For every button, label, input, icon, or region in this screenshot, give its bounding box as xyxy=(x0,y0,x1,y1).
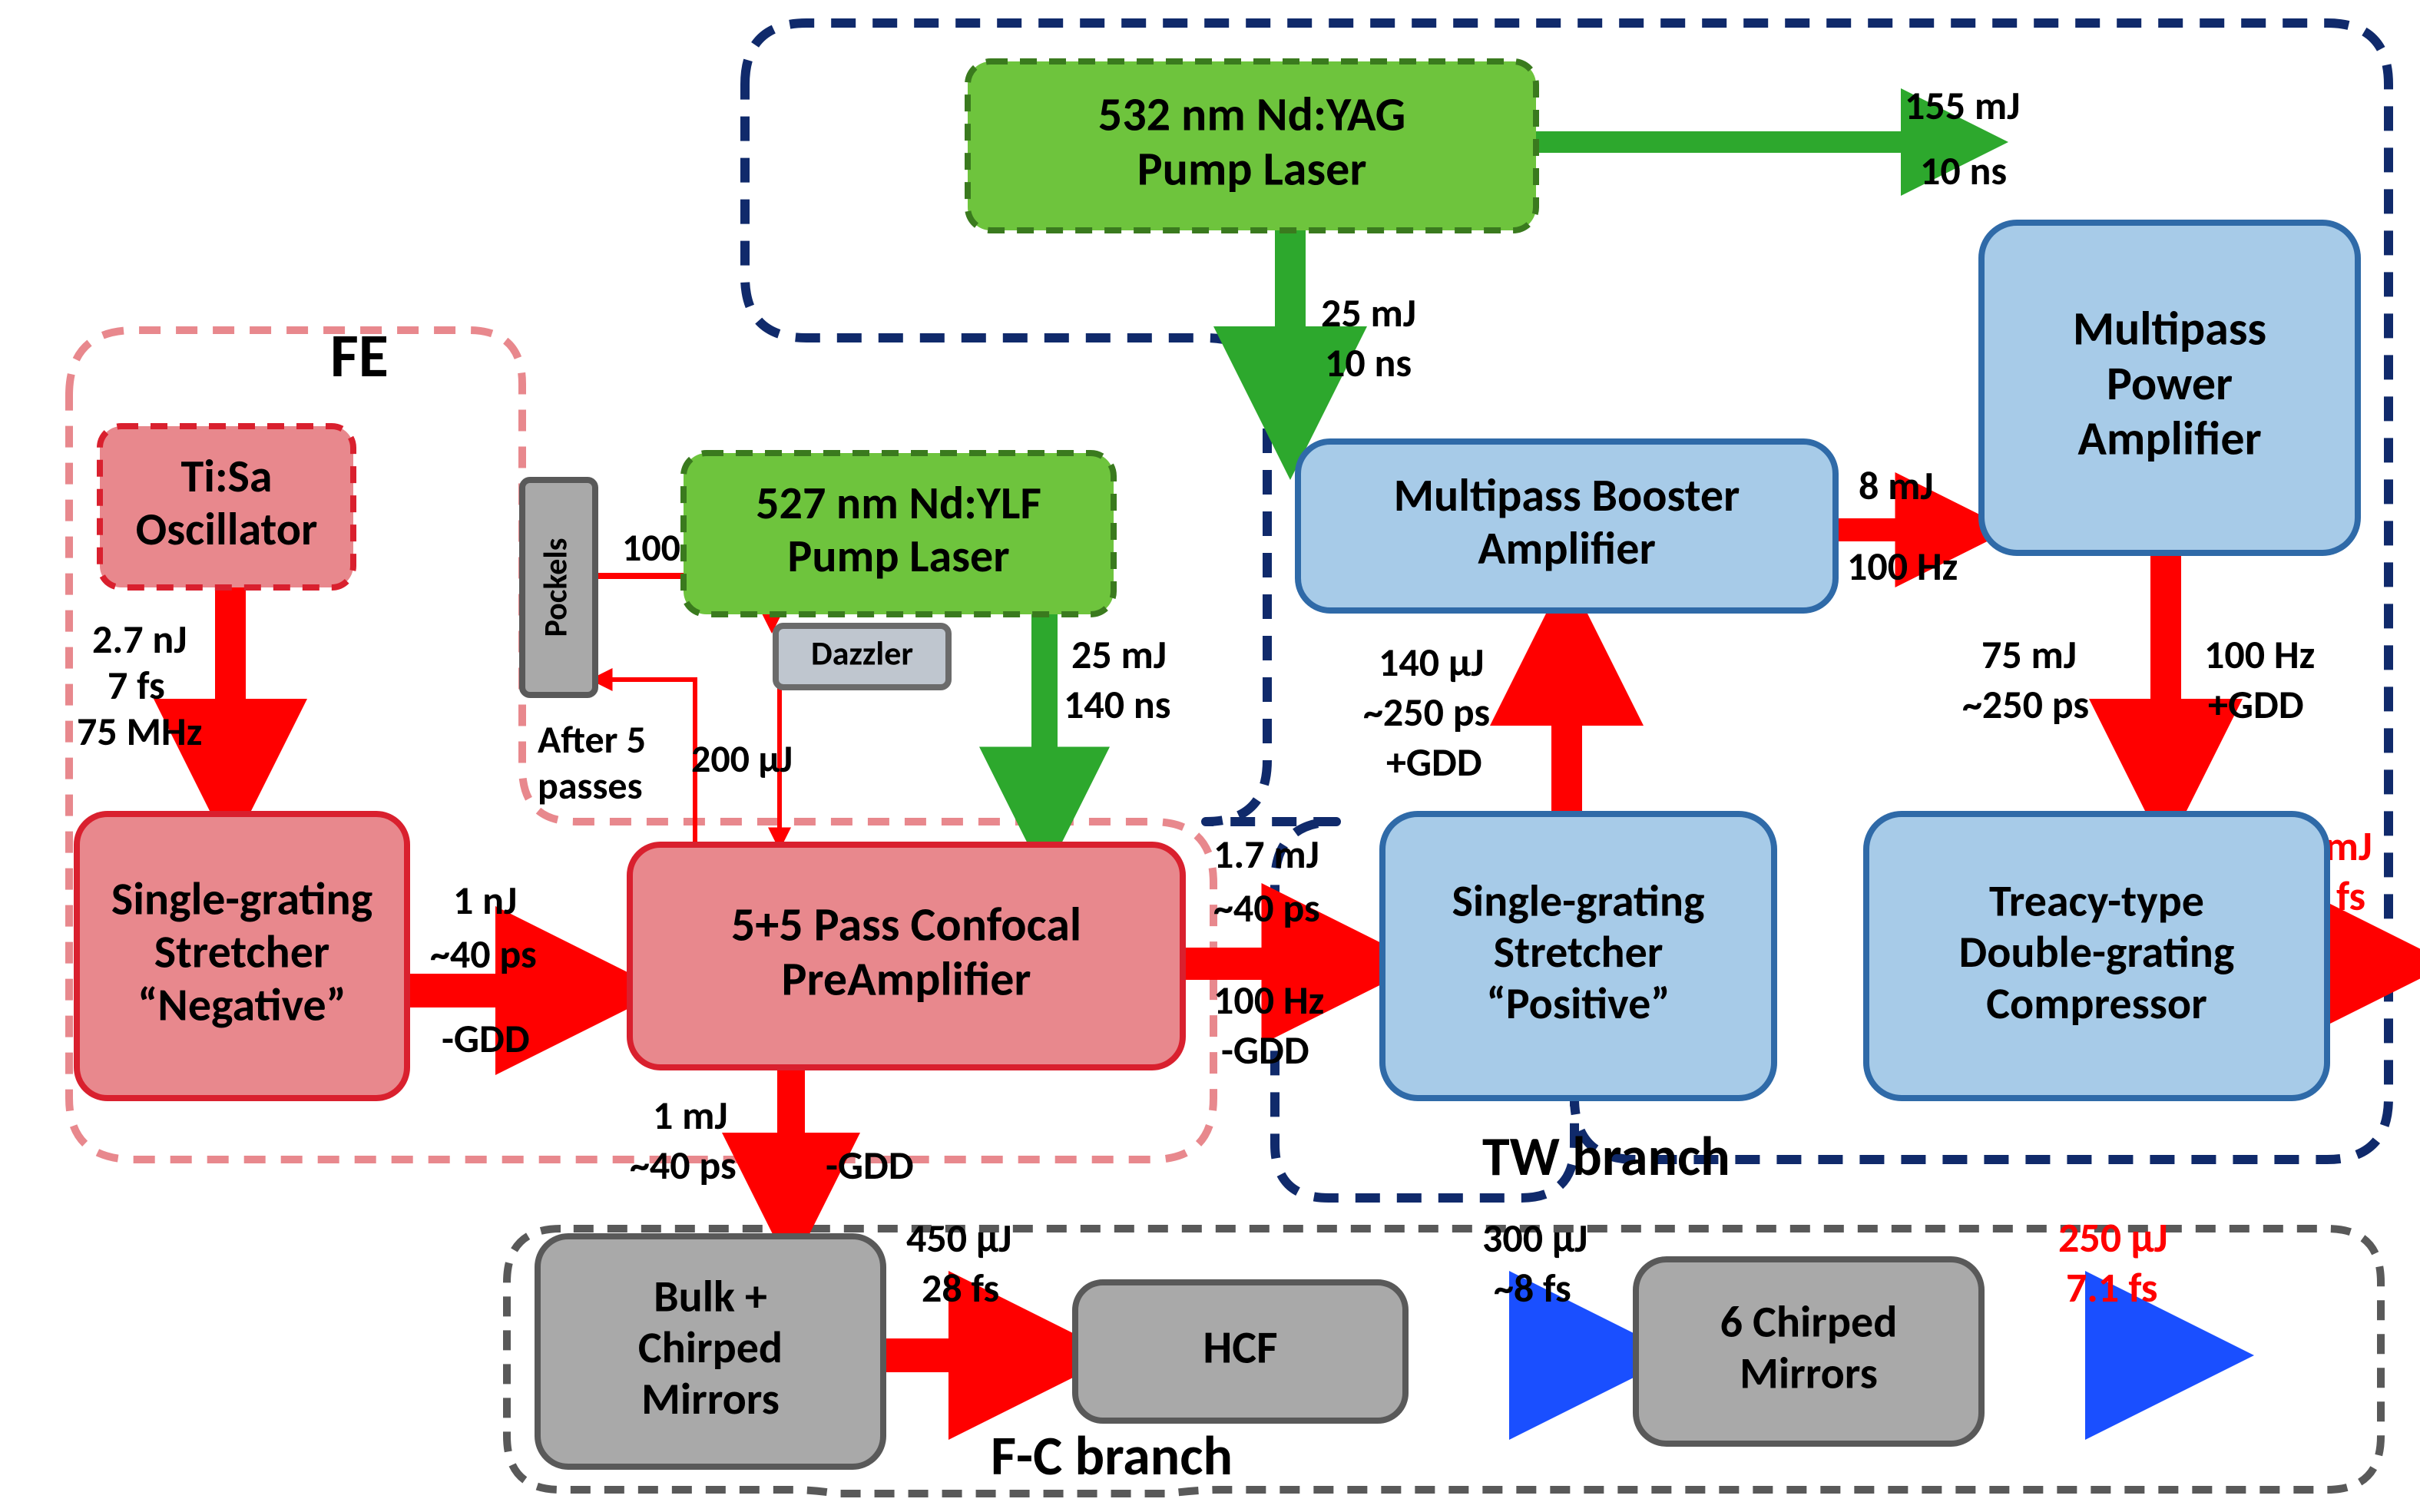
arrow-label-a_preamp_pockels-0: After 5 xyxy=(538,716,646,763)
box-label-booster-0: Multipass Booster xyxy=(1394,468,1740,524)
arrow-label-a_ylf_preamp-1: 140 ns xyxy=(1064,680,1170,729)
box-label-yag-1: Pump Laser xyxy=(1137,140,1367,198)
arrow-label-a_preamp_bulk-2: -GDD xyxy=(826,1140,914,1189)
box-label-preamp-0: 5+5 Pass Confocal xyxy=(731,895,1081,953)
arrow-label-a_stretch_preamp-0: 1 nJ xyxy=(453,875,517,925)
box-label-compressor-0: Treacy-type xyxy=(1989,873,2204,928)
arrow-label-a_preamp_bulk-0: 1 mJ xyxy=(653,1090,728,1140)
arrow-label-a_dazz_preamp-0: 200 µJ xyxy=(691,736,793,782)
box-label-stretcher_pos-2: “Positive” xyxy=(1486,976,1670,1031)
box-label-ylf-1: Pump Laser xyxy=(787,528,1009,584)
arrow-label-a_yag_booster-1: 10 ns xyxy=(1325,338,1412,387)
arrow-label-a_tisa_stretch-0: 2.7 nJ xyxy=(92,614,187,663)
arrow-label-a_preamp_pos-3: -GDD xyxy=(1221,1025,1309,1074)
arrow-label-a_preamp_pockels-1: passes xyxy=(538,763,643,809)
arrow-label-a_hcf_6-1: ~8 fs xyxy=(1494,1263,1571,1312)
box-label-power-2: Amplifier xyxy=(2077,409,2261,467)
arrow-label-a_yag_power-0: 155 mJ xyxy=(1905,81,2020,130)
arrow-label-a_pos_booster-2: +GDD xyxy=(1386,737,1482,786)
box-label-ylf-0: 527 nm Nd:YLF xyxy=(756,475,1041,531)
arrow-label-a_pos_booster-1: ~250 ps xyxy=(1363,687,1490,736)
arrow-label-a_preamp_pos-0: 1.7 mJ xyxy=(1213,829,1319,878)
box-label-stretcher_pos-1: Stretcher xyxy=(1494,925,1664,979)
box-ylf: 527 nm Nd:YLFPump Laser xyxy=(684,453,1114,614)
box-label-power-1: Power xyxy=(2107,354,2233,412)
box-label-hcf-0: HCF xyxy=(1203,1320,1277,1376)
box-label-stretcher_neg-1: Stretcher xyxy=(154,925,329,981)
arrow-label-a_yag_power-1: 10 ns xyxy=(1920,146,2007,195)
arrow-label-a_preamp_pos-2: 100 Hz xyxy=(1213,975,1324,1024)
box-label-power-0: Multipass xyxy=(2073,299,2266,358)
arrow-label-a_preamp_bulk-1: ~40 ps xyxy=(630,1140,737,1189)
arrow-label-a_bulk_hcf-0: 450 µJ xyxy=(906,1213,1011,1262)
arrow-label-a_power_comp-0: 75 mJ xyxy=(1981,630,2077,679)
arrow-label-a_preamp_pos-1: ~40 ps xyxy=(1213,883,1320,932)
box-label-stretcher_neg-2: “Negative” xyxy=(137,978,346,1034)
arrow-label-a_pos_booster-0: 140 µJ xyxy=(1379,637,1484,687)
box-label-compressor-1: Double-grating xyxy=(1959,925,2235,979)
arrow-label-a_ylf_preamp-0: 25 mJ xyxy=(1071,630,1167,679)
box-yag: 532 nm Nd:YAGPump Laser xyxy=(968,61,1536,230)
box-label-pockels: Pockels xyxy=(537,538,576,637)
arrow-label-a_power_comp-2: 100 Hz xyxy=(2204,630,2315,679)
box-pockels: Pockels xyxy=(522,480,595,695)
region-label-tw: TW branch xyxy=(1482,1123,1730,1190)
arrow-label-a_booster_power-0: 8 mJ xyxy=(1859,461,1934,510)
box-preamp: 5+5 Pass ConfocalPreAmplifier xyxy=(630,845,1183,1067)
box-dazzler: Dazzler xyxy=(776,626,948,687)
box-label-preamp-1: PreAmplifier xyxy=(782,950,1031,1008)
box-compressor: Treacy-typeDouble-gratingCompressor xyxy=(1866,814,2327,1098)
region-label-fe: FE xyxy=(330,319,389,393)
box-label-stretcher_pos-0: Single-grating xyxy=(1452,873,1705,928)
box-label-stretcher_neg-0: Single-grating xyxy=(111,872,372,928)
box-label-tisa-0: Ti:Sa xyxy=(181,448,273,505)
arrow-label-a_booster_power-1: 100 Hz xyxy=(1847,541,1958,591)
box-stretcher_pos: Single-gratingStretcher“Positive” xyxy=(1382,814,1774,1098)
box-label-bulk-1: Chirped xyxy=(638,1320,783,1375)
arrow-label-a_6_out-1: 7.1 fs xyxy=(2066,1262,2157,1313)
arrow-label-a_bulk_hcf-1: 28 fs xyxy=(922,1263,999,1312)
box-label-bulk-0: Bulk + xyxy=(654,1269,767,1323)
arrow-label-a_power_comp-1: ~250 ps xyxy=(1962,680,2089,729)
box-label-compressor-2: Compressor xyxy=(1986,976,2206,1031)
box-hcf: HCF xyxy=(1075,1282,1405,1421)
box-power: MultipassPowerAmplifier xyxy=(1981,223,2358,553)
box-label-yag-0: 532 nm Nd:YAG xyxy=(1098,84,1405,143)
box-label-tisa-1: Oscillator xyxy=(136,501,318,557)
box-booster: Multipass BoosterAmplifier xyxy=(1298,442,1836,610)
box-label-chirped6-1: Mirrors xyxy=(1740,1345,1878,1400)
box-label-booster-1: Amplifier xyxy=(1478,521,1656,577)
region-label-fc: F-C branch xyxy=(991,1422,1233,1490)
arrow-label-a_hcf_6-0: 300 µJ xyxy=(1482,1213,1587,1262)
arrow-label-a_stretch_preamp-2: -GDD xyxy=(442,1014,530,1063)
box-bulk: Bulk +ChirpedMirrors xyxy=(538,1236,883,1467)
arrow-label-a_6_out-0: 250 µJ xyxy=(2058,1213,2168,1263)
box-chirped6: 6 ChirpedMirrors xyxy=(1636,1259,1981,1444)
box-stretcher_neg: Single-gratingStretcher“Negative” xyxy=(77,814,407,1098)
box-tisa: Ti:SaOscillator xyxy=(100,426,353,587)
arrow-label-a_power_comp-3: +GDD xyxy=(2208,680,2304,729)
box-label-chirped6-0: 6 Chirped xyxy=(1720,1295,1898,1349)
arrow-label-a_yag_booster-0: 25 mJ xyxy=(1321,288,1416,337)
arrow-label-a_tisa_stretch-2: 75 MHz xyxy=(77,706,202,756)
arrow-label-a_stretch_preamp-1: ~40 ps xyxy=(430,929,537,978)
arrow-label-a_tisa_stretch-1: 7 fs xyxy=(108,660,165,710)
box-label-dazzler-0: Dazzler xyxy=(811,633,913,674)
box-label-bulk-2: Mirrors xyxy=(641,1371,780,1426)
